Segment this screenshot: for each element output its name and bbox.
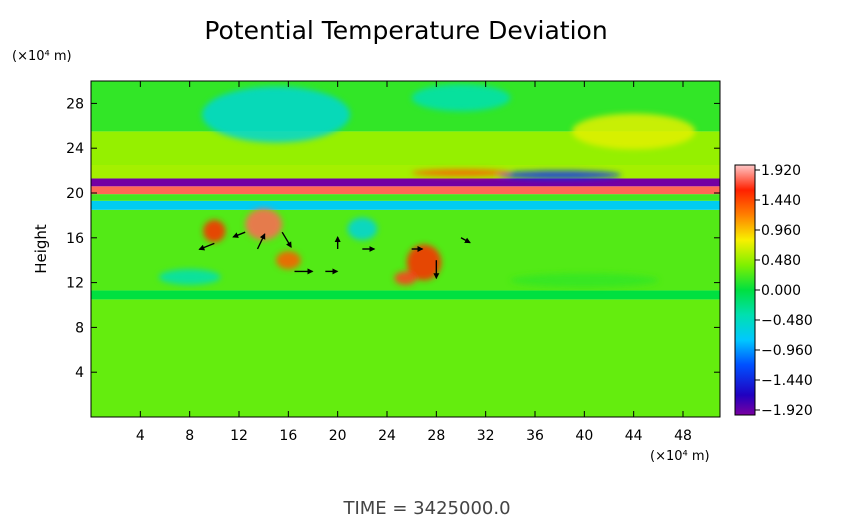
- colorbar-tick-label: 0.960: [761, 223, 801, 239]
- y-axis-label: Height: [32, 224, 50, 274]
- y-tick-label: 8: [75, 320, 84, 336]
- time-label: TIME = 3425000.0: [342, 498, 510, 519]
- colorbar-tick-label: 1.440: [761, 193, 801, 209]
- y-tick-label: 28: [66, 96, 84, 112]
- chart-title: Potential Temperature Deviation: [204, 16, 607, 45]
- x-tick-label: 4: [136, 428, 145, 444]
- y-axis-ticks: 4 8 12 16 20 24 28: [66, 96, 720, 381]
- x-axis-ticks: 4 8 12 16 20 24 28 32 36 40 44 48: [136, 81, 692, 444]
- x-tick-label: 36: [526, 428, 544, 444]
- colorbar-tick-label: −1.440: [761, 373, 813, 389]
- heatmap-patch: [572, 113, 696, 150]
- heatmap-patch: [203, 219, 226, 243]
- wind-vector: [232, 231, 246, 238]
- heatmap-band: [91, 299, 720, 417]
- colorbar-tick-label: 0.000: [761, 283, 801, 299]
- heatmap-patch: [406, 244, 442, 281]
- y-tick-label: 20: [66, 186, 84, 202]
- x-tick-label: 48: [674, 428, 692, 444]
- heatmap-band: [91, 290, 720, 300]
- y-tick-label: 16: [66, 231, 84, 247]
- heatmap-patch: [347, 217, 378, 241]
- wind-vector: [256, 233, 266, 250]
- x-tick-label: 40: [575, 428, 593, 444]
- heatmap-band: [91, 186, 720, 195]
- y-tick-label: 12: [66, 276, 84, 292]
- heatmap-patch: [498, 170, 622, 180]
- colorbar-tick-label: 0.480: [761, 253, 801, 269]
- wind-vector: [281, 231, 292, 249]
- x-tick-label: 44: [625, 428, 643, 444]
- heatmap-patch: [202, 86, 350, 143]
- colorbar-tick-label: −1.920: [761, 403, 813, 419]
- x-tick-label: 16: [279, 428, 297, 444]
- colorbar-tick-label: −0.480: [761, 313, 813, 329]
- wind-vectors: [198, 231, 471, 280]
- heatmap-patch: [245, 208, 283, 241]
- colorbar-ticks: 1.920 1.440 0.960 0.480 0.000 −0.480 −0.960 −1.…: [755, 163, 813, 419]
- heatmap-patch: [276, 251, 301, 270]
- y-tick-label: 24: [66, 141, 84, 157]
- colorbar-tick-label: −0.960: [761, 343, 813, 359]
- heatmap-band: [91, 194, 720, 201]
- colorbar: [734, 164, 756, 416]
- heatmap-band: [91, 165, 720, 179]
- heatmap-band: [91, 178, 720, 187]
- x-tick-label: 28: [427, 428, 445, 444]
- plot-frame: [90, 80, 721, 418]
- y-unit-label: (×10⁴ m): [12, 49, 72, 64]
- x-tick-label: 32: [477, 428, 495, 444]
- heatmap-patch: [411, 169, 511, 177]
- x-unit-label: (×10⁴ m): [650, 449, 710, 464]
- heatmap-patch: [411, 84, 511, 112]
- x-tick-label: 8: [185, 428, 194, 444]
- wind-vector: [460, 237, 471, 244]
- heatmap-patches: [158, 84, 696, 288]
- heatmap-band: [91, 200, 720, 210]
- colorbar-tick-label: 1.920: [761, 163, 801, 179]
- heatmap-patch: [158, 269, 221, 285]
- heatmap-patch: [394, 271, 417, 285]
- x-tick-label: 24: [378, 428, 396, 444]
- wind-vector: [198, 242, 215, 251]
- heatmap-patch: [510, 273, 659, 288]
- x-tick-label: 12: [230, 428, 248, 444]
- x-tick-label: 20: [329, 428, 347, 444]
- y-tick-label: 4: [75, 365, 84, 381]
